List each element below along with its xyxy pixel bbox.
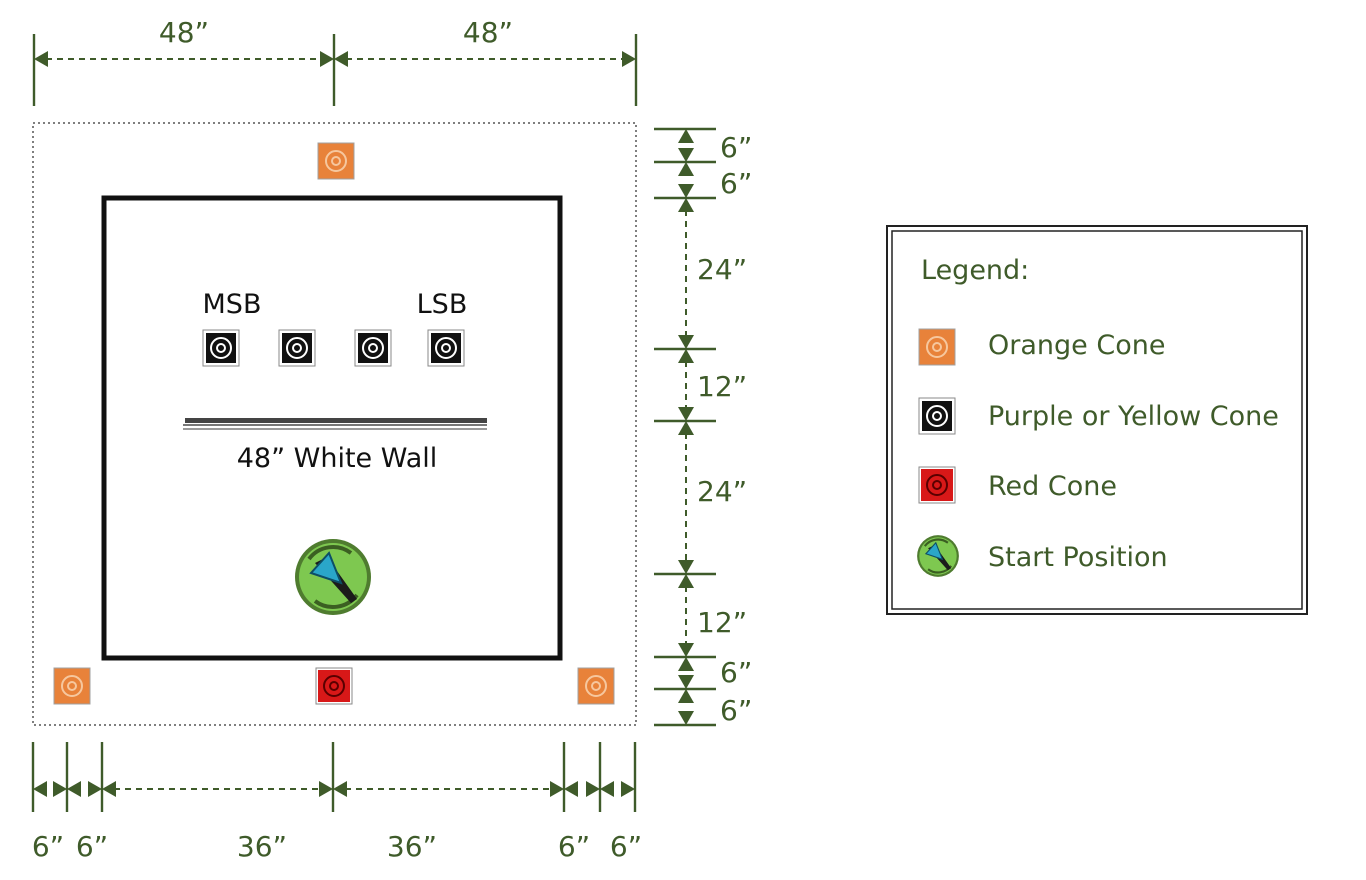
right-dim-label-1: 6” [720,131,752,164]
purple-yellow-cone-3 [354,329,392,367]
bottom-dim-label-4: 36” [387,830,437,863]
bottom-dim-label-1: 6” [32,830,64,863]
right-dim-label-5: 24” [697,475,747,508]
legend-item-start-position: Start Position [988,542,1168,573]
right-dim-label-3: 24” [697,253,747,286]
top-dim-label-right: 48” [463,16,513,49]
orange-cone-bottom-left [53,667,91,705]
msb-label: MSB [203,289,262,320]
purple-yellow-cone-4 [427,329,465,367]
start-position-icon [295,539,371,615]
white-wall [183,418,487,430]
right-dim-label-4: 12” [697,370,747,403]
lsb-label: LSB [417,289,468,320]
bottom-dim-label-2: 6” [76,830,108,863]
bottom-dim-label-3: 36” [237,830,287,863]
right-dimension: 6” 6” 24” 12” 24” 12” 6” 6” [654,127,752,727]
legend-box: Legend: Orange Cone Purple or Yellow Con… [886,225,1308,615]
legend-item-red-cone: Red Cone [988,471,1117,502]
purple-yellow-cone-1 [202,329,240,367]
right-dim-label-6: 12” [697,606,747,639]
purple-yellow-cone-icon [918,397,956,435]
orange-cone-bottom-right [577,667,615,705]
purple-yellow-cone-2 [278,329,316,367]
bottom-dim-label-5: 6” [558,830,590,863]
red-cone-icon [918,466,956,504]
top-dim-label-left: 48” [159,16,209,49]
orange-cone-top [317,142,355,180]
white-wall-label: 48” White Wall [237,443,438,474]
red-cone-bottom [315,667,353,705]
start-position-legend-icon [917,535,959,577]
outer-boundary [32,122,637,726]
right-dim-label-7: 6” [720,656,752,689]
bottom-dim-label-6: 6” [610,830,642,863]
top-dimension: 48” 48” [32,16,638,106]
right-dim-label-8: 6” [720,694,752,727]
bottom-dimension: 6” 6” 36” 36” 6” 6” [31,742,642,863]
orange-cone-icon [918,328,956,366]
legend-title: Legend: [921,255,1029,286]
right-dim-label-2: 6” [720,167,752,200]
inner-square [101,195,563,661]
legend-item-purple-yellow-cone: Purple or Yellow Cone [988,401,1279,432]
legend-item-orange-cone: Orange Cone [988,330,1165,361]
